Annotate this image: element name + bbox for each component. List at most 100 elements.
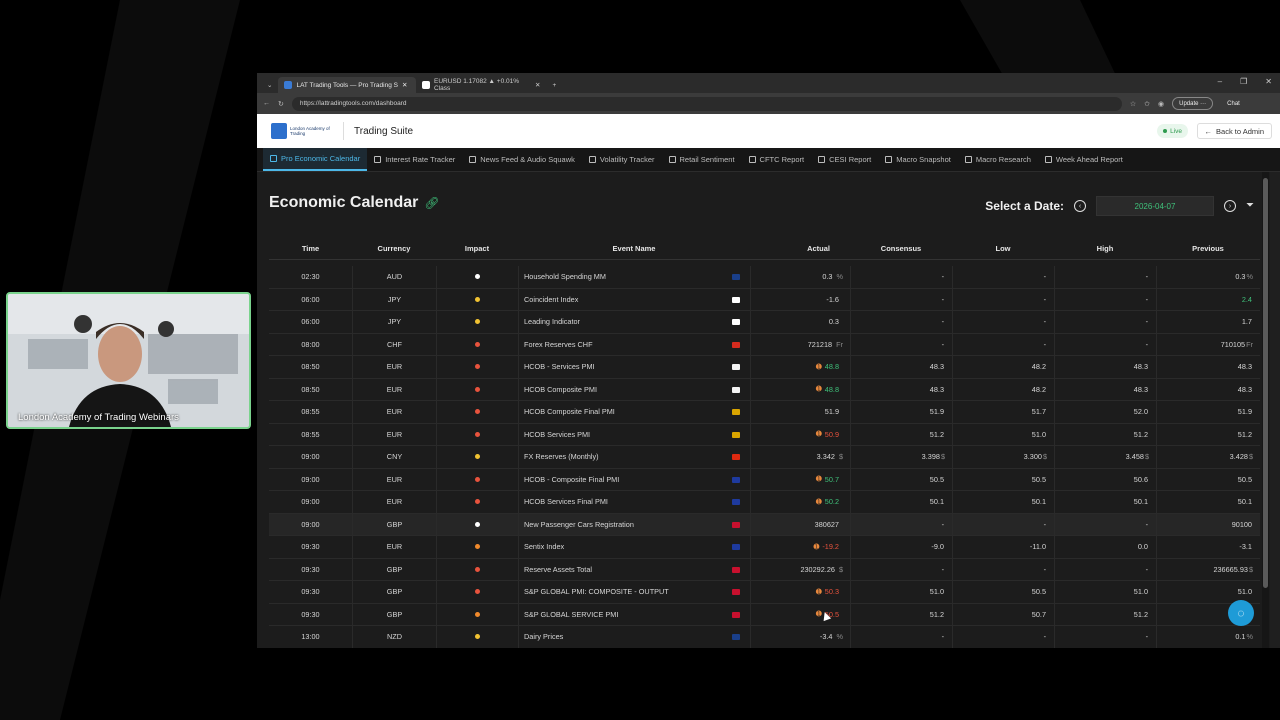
table-row[interactable]: 08:50 EUR HCOB - Services PMI ➊ 48.8 48.3 48.2… (269, 356, 1260, 379)
table-row[interactable]: 09:00 CNY FX Reserves (Monthly) 3.342 $3.398… (269, 446, 1260, 469)
cell-event[interactable]: HCOB - Services PMI (518, 356, 750, 378)
table-row[interactable]: 08:00 CHF Forex Reserves CHF 721218 Fr - - -710… (269, 333, 1260, 356)
tab-macro-research[interactable]: Macro Research (958, 147, 1038, 171)
scrollbar-thumb[interactable] (1263, 178, 1268, 588)
tab-interest-rate-tracker[interactable]: Interest Rate Tracker (367, 147, 462, 171)
table-row[interactable]: 09:30 GBP Reserve Assets Total 230292.26 $ - -… (269, 558, 1260, 581)
high-value: - (1145, 272, 1148, 282)
cell-event[interactable]: Household Spending MM (518, 266, 750, 288)
update-button[interactable]: Update ··· (1172, 97, 1214, 110)
cell-event[interactable]: FX Reserves (Monthly) (518, 446, 750, 468)
lat-logo[interactable]: London Academy of Trading (271, 122, 333, 140)
date-input[interactable]: 2026-04-07 (1096, 196, 1214, 216)
table-row[interactable]: 08:55 EUR HCOB Composite Final PMI 51.9 51.9… (269, 401, 1260, 424)
tab-cesi-report[interactable]: CESI Report (811, 147, 878, 171)
close-tab-icon[interactable]: ✕ (401, 82, 408, 89)
consensus-value: - (941, 339, 944, 349)
scrollbar[interactable] (1262, 172, 1269, 648)
event-name: HCOB Composite PMI (524, 384, 597, 394)
cell-event[interactable]: Sentix Index (518, 536, 750, 558)
cell-event[interactable]: S&P GLOBAL PMI: COMPOSITE - OUTPUT (518, 581, 750, 603)
tab-news-feed[interactable]: News Feed & Audio Squawk (462, 147, 582, 171)
col-event-name[interactable]: Event Name (612, 244, 656, 253)
surprise-icon: ➊ (815, 588, 822, 596)
table-row[interactable]: 09:30 EUR Sentix Index ➊ -19.2 -9.0 -11.0 0.0 -3… (269, 536, 1260, 559)
live-label: Live (1170, 127, 1182, 135)
table-row[interactable]: 06:00 JPY Leading Indicator 0.3 - - - 1.7 (269, 311, 1260, 334)
tab-week-ahead-report[interactable]: Week Ahead Report (1038, 147, 1130, 171)
col-high[interactable]: High (1096, 244, 1114, 253)
cell-event[interactable]: Forex Reserves CHF (518, 333, 750, 355)
col-impact[interactable]: Impact (464, 244, 490, 253)
impact-dot-icon (475, 364, 480, 370)
minimize-icon[interactable]: – (1217, 77, 1223, 86)
col-consensus[interactable]: Consensus (880, 244, 922, 253)
back-to-admin-button[interactable]: ← Back to Admin (1196, 123, 1272, 139)
tradingview-favicon-icon (422, 81, 430, 89)
cell-event[interactable]: HCOB Composite PMI (518, 378, 750, 400)
page-title: Economic Calendar (269, 194, 419, 211)
low-value: - (1043, 317, 1046, 327)
table-row[interactable]: 08:50 EUR HCOB Composite PMI ➊ 48.8 48.3 48.2 4… (269, 378, 1260, 401)
close-tab-icon[interactable]: ✕ (535, 82, 541, 89)
cell-event[interactable]: Dairy Prices (518, 626, 750, 648)
previous-date-button[interactable]: ‹ (1074, 200, 1086, 212)
browser-tab-tradingview[interactable]: EURUSD 1.17082 ▲ +0.01% Class ✕ (416, 77, 546, 93)
table-row[interactable]: 09:00 EUR HCOB - Composite Final PMI ➊ 50.7 5… (269, 468, 1260, 491)
tab-menu[interactable]: ⌄ (267, 82, 273, 89)
profile-avatar[interactable]: ◉ (1158, 100, 1165, 108)
favorites-icon[interactable]: ✩ (1144, 100, 1151, 108)
cell-event[interactable]: HCOB - Composite Final PMI (518, 468, 750, 490)
star-icon[interactable]: ☆ (1129, 100, 1137, 108)
browser-tab-lat[interactable]: LAT Trading Tools — Pro Trading S ✕ (278, 77, 417, 93)
report-icon (818, 155, 826, 163)
tab-macro-snapshot[interactable]: Macro Snapshot (878, 147, 958, 171)
tab-volatility-tracker[interactable]: Volatility Tracker (582, 147, 662, 171)
cell-event[interactable]: HCOB Services Final PMI (518, 491, 750, 513)
cell-low: 50.5 (952, 468, 1054, 490)
nav-label: Volatility Tracker (599, 154, 655, 164)
cell-time: 08:55 (301, 407, 320, 417)
col-currency[interactable]: Currency (377, 244, 411, 253)
cell-consensus: - (850, 558, 952, 580)
table-row[interactable]: 09:30 GBP S&P GLOBAL PMI: COMPOSITE - OUTP… (269, 581, 1260, 604)
close-window-icon[interactable]: ✕ (1265, 77, 1272, 86)
support-chat-button[interactable]: ◌ (1228, 600, 1254, 626)
copilot-chat-button[interactable]: Chat (1221, 97, 1246, 110)
table-row[interactable]: 08:55 EUR HCOB Services PMI ➊ 50.9 51.2 51.0 51… (269, 423, 1260, 446)
table-row[interactable]: 02:30 AUD Household Spending MM 0.3% - - -0.3% (269, 266, 1260, 289)
col-actual[interactable]: Actual (807, 244, 830, 253)
col-time[interactable]: Time (301, 244, 320, 253)
url-field[interactable]: https://lattradingtools.com/dashboard (291, 96, 1122, 111)
table-row[interactable]: 09:30 GBP S&P GLOBAL SERVICE PMI ➊ 50.5 51.2 5… (269, 603, 1260, 626)
cell-event[interactable]: HCOB Services PMI (518, 423, 750, 445)
tab-retail-sentiment[interactable]: Retail Sentiment (662, 147, 742, 171)
filter-icon[interactable]: ⏷ (1246, 200, 1254, 211)
actual-value: 50.7 (824, 474, 839, 484)
back-arrow-icon[interactable]: ← (263, 100, 270, 107)
cell-high: - (1054, 558, 1156, 580)
table-row[interactable]: 13:00 NZD Dairy Prices -3.4% - - -0.1% (269, 626, 1260, 648)
actual-value: 3.342 (816, 452, 835, 462)
table-row[interactable]: 06:00 JPY Coincident Index -1.6 - - - 2.4 (269, 288, 1260, 311)
new-tab-button[interactable]: + (552, 81, 557, 89)
table-row[interactable]: 09:00 EUR HCOB Services Final PMI ➊ 50.2 50.1… (269, 491, 1260, 514)
col-previous[interactable]: Previous (1192, 244, 1224, 253)
link-icon[interactable]: 🔗︎ (424, 196, 440, 210)
cell-event[interactable]: Coincident Index (518, 288, 750, 310)
cell-event[interactable]: Leading Indicator (518, 311, 750, 333)
cell-event[interactable]: S&P GLOBAL SERVICE PMI (518, 603, 750, 625)
table-row[interactable]: 09:00 GBP New Passenger Cars Registration 3… (269, 513, 1260, 536)
col-low[interactable]: Low (995, 244, 1011, 253)
refresh-icon[interactable]: ↻ (278, 100, 284, 108)
cell-event[interactable]: Reserve Assets Total (518, 558, 750, 580)
cell-currency: EUR (352, 491, 436, 513)
url-text: https://lattradingtools.com/dashboard (299, 100, 407, 107)
restore-icon[interactable]: ❐ (1240, 77, 1248, 86)
country-flag-icon (732, 274, 740, 280)
tab-pro-economic-calendar[interactable]: Pro Economic Calendar (263, 147, 368, 171)
cell-event[interactable]: HCOB Composite Final PMI (518, 401, 750, 423)
tab-cftc-report[interactable]: CFTC Report (742, 147, 812, 171)
cell-event[interactable]: New Passenger Cars Registration (518, 513, 750, 535)
next-date-button[interactable]: › (1224, 200, 1236, 212)
